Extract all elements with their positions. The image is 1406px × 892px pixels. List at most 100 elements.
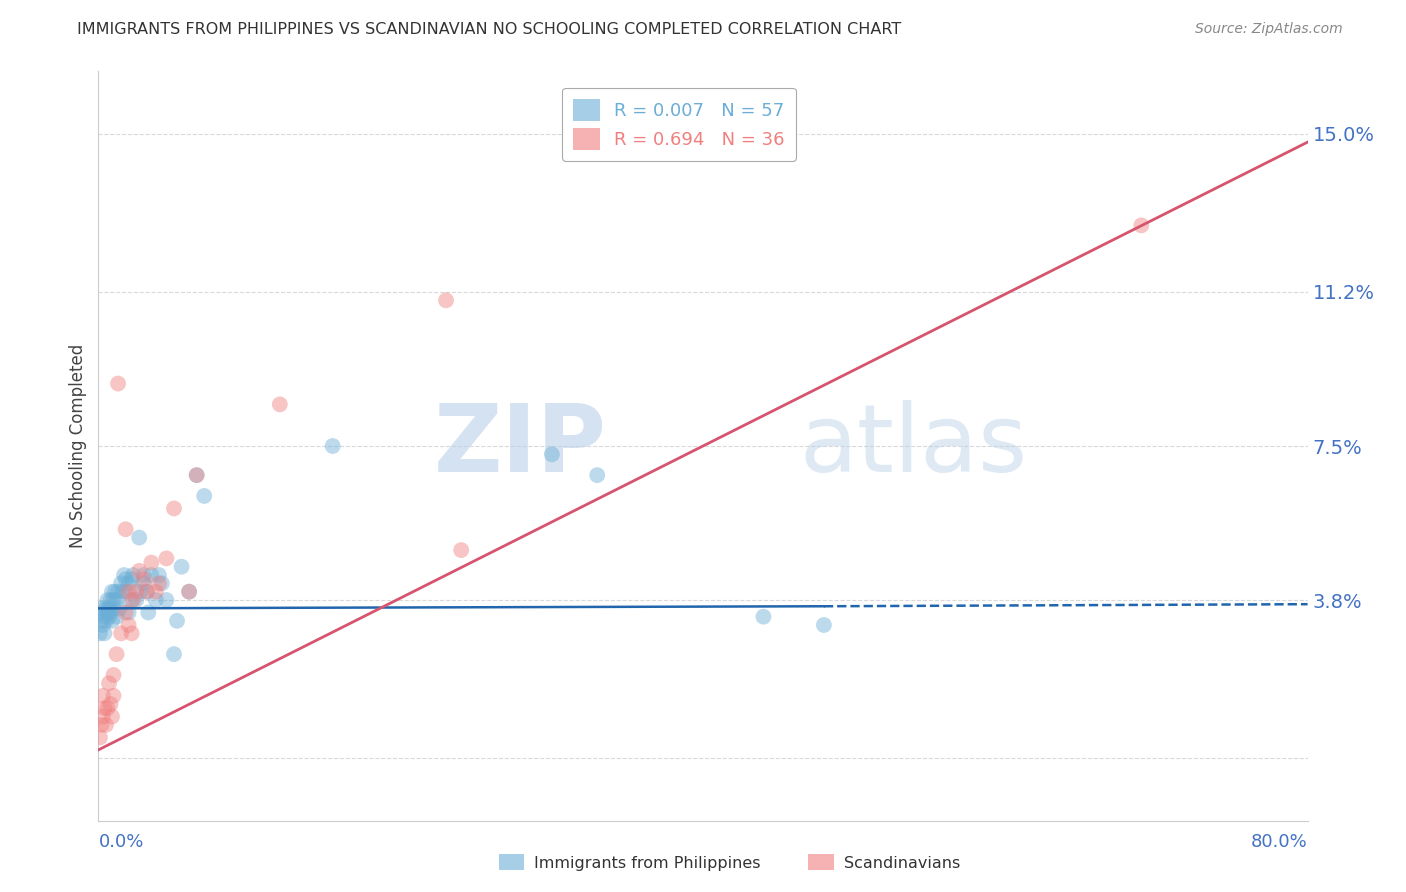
Point bbox=[145, 593, 167, 607]
Point bbox=[111, 584, 134, 599]
Point bbox=[105, 609, 128, 624]
Point bbox=[179, 584, 201, 599]
Point bbox=[110, 626, 132, 640]
Text: Source: ZipAtlas.com: Source: ZipAtlas.com bbox=[1195, 22, 1343, 37]
Point bbox=[163, 647, 186, 661]
Point bbox=[434, 293, 457, 308]
Point bbox=[186, 468, 208, 483]
Point bbox=[101, 614, 124, 628]
Point bbox=[94, 718, 117, 732]
Point bbox=[96, 593, 118, 607]
Point bbox=[128, 531, 150, 545]
Point bbox=[179, 584, 201, 599]
Point bbox=[128, 564, 150, 578]
Point bbox=[163, 501, 186, 516]
Point bbox=[118, 576, 141, 591]
Point bbox=[112, 568, 135, 582]
Legend: R = 0.007   N = 57, R = 0.694   N = 36: R = 0.007 N = 57, R = 0.694 N = 36 bbox=[562, 88, 796, 161]
Point bbox=[90, 614, 112, 628]
Text: IMMIGRANTS FROM PHILIPPINES VS SCANDINAVIAN NO SCHOOLING COMPLETED CORRELATION C: IMMIGRANTS FROM PHILIPPINES VS SCANDINAV… bbox=[77, 22, 901, 37]
Point bbox=[118, 584, 141, 599]
Text: atlas: atlas bbox=[800, 400, 1028, 492]
Text: Immigrants from Philippines: Immigrants from Philippines bbox=[534, 856, 761, 871]
Point bbox=[141, 568, 163, 582]
Point bbox=[98, 609, 121, 624]
Point bbox=[450, 543, 472, 558]
Point bbox=[155, 551, 177, 566]
Point bbox=[155, 593, 177, 607]
Point bbox=[105, 647, 128, 661]
Point bbox=[96, 701, 118, 715]
Point bbox=[132, 576, 155, 591]
Point bbox=[193, 489, 215, 503]
Point bbox=[101, 709, 124, 723]
Point bbox=[108, 601, 131, 615]
Point bbox=[125, 584, 148, 599]
Point bbox=[122, 593, 145, 607]
Point bbox=[100, 697, 122, 711]
Text: ZIP: ZIP bbox=[433, 400, 606, 492]
Point bbox=[121, 626, 143, 640]
Point bbox=[96, 606, 118, 620]
Point bbox=[103, 601, 125, 615]
Point bbox=[89, 626, 111, 640]
Point bbox=[107, 376, 129, 391]
Point bbox=[105, 593, 128, 607]
Point bbox=[100, 593, 122, 607]
Point bbox=[752, 609, 775, 624]
Point bbox=[94, 614, 117, 628]
Point bbox=[148, 568, 170, 582]
Point bbox=[107, 584, 129, 599]
Point bbox=[136, 606, 159, 620]
Point bbox=[118, 606, 141, 620]
Point bbox=[91, 689, 114, 703]
Point bbox=[104, 584, 127, 599]
Bar bbox=[499, 854, 524, 870]
Point bbox=[114, 584, 136, 599]
Point bbox=[90, 601, 112, 615]
Y-axis label: No Schooling Completed: No Schooling Completed bbox=[69, 344, 87, 548]
Point bbox=[135, 584, 157, 599]
Text: 80.0%: 80.0% bbox=[1251, 833, 1308, 851]
Point bbox=[141, 556, 163, 570]
Point bbox=[135, 584, 157, 599]
Point bbox=[93, 701, 115, 715]
Point bbox=[148, 576, 170, 591]
Point bbox=[121, 572, 143, 586]
Point bbox=[91, 709, 114, 723]
Point bbox=[91, 606, 114, 620]
Point bbox=[89, 731, 111, 745]
Point bbox=[103, 668, 125, 682]
Point bbox=[100, 606, 122, 620]
Point bbox=[132, 572, 155, 586]
Point bbox=[121, 593, 143, 607]
Text: 0.0%: 0.0% bbox=[98, 833, 143, 851]
Point bbox=[132, 568, 155, 582]
Point bbox=[110, 576, 132, 591]
Point bbox=[114, 572, 136, 586]
Bar bbox=[808, 854, 834, 870]
Point bbox=[813, 618, 835, 632]
Point bbox=[122, 568, 145, 582]
Point bbox=[93, 626, 115, 640]
Point bbox=[166, 614, 188, 628]
Point bbox=[93, 609, 115, 624]
Point bbox=[90, 718, 112, 732]
Point bbox=[98, 676, 121, 690]
Point bbox=[98, 601, 121, 615]
Point bbox=[125, 593, 148, 607]
Point bbox=[129, 584, 152, 599]
Point bbox=[586, 468, 609, 483]
Point bbox=[145, 584, 167, 599]
Point bbox=[118, 618, 141, 632]
Point bbox=[150, 576, 173, 591]
Point bbox=[94, 601, 117, 615]
Text: Scandinavians: Scandinavians bbox=[844, 856, 960, 871]
Point bbox=[91, 618, 114, 632]
Point bbox=[186, 468, 208, 483]
Point bbox=[322, 439, 344, 453]
Point bbox=[114, 522, 136, 536]
Point bbox=[170, 559, 193, 574]
Point bbox=[540, 447, 562, 461]
Point bbox=[103, 593, 125, 607]
